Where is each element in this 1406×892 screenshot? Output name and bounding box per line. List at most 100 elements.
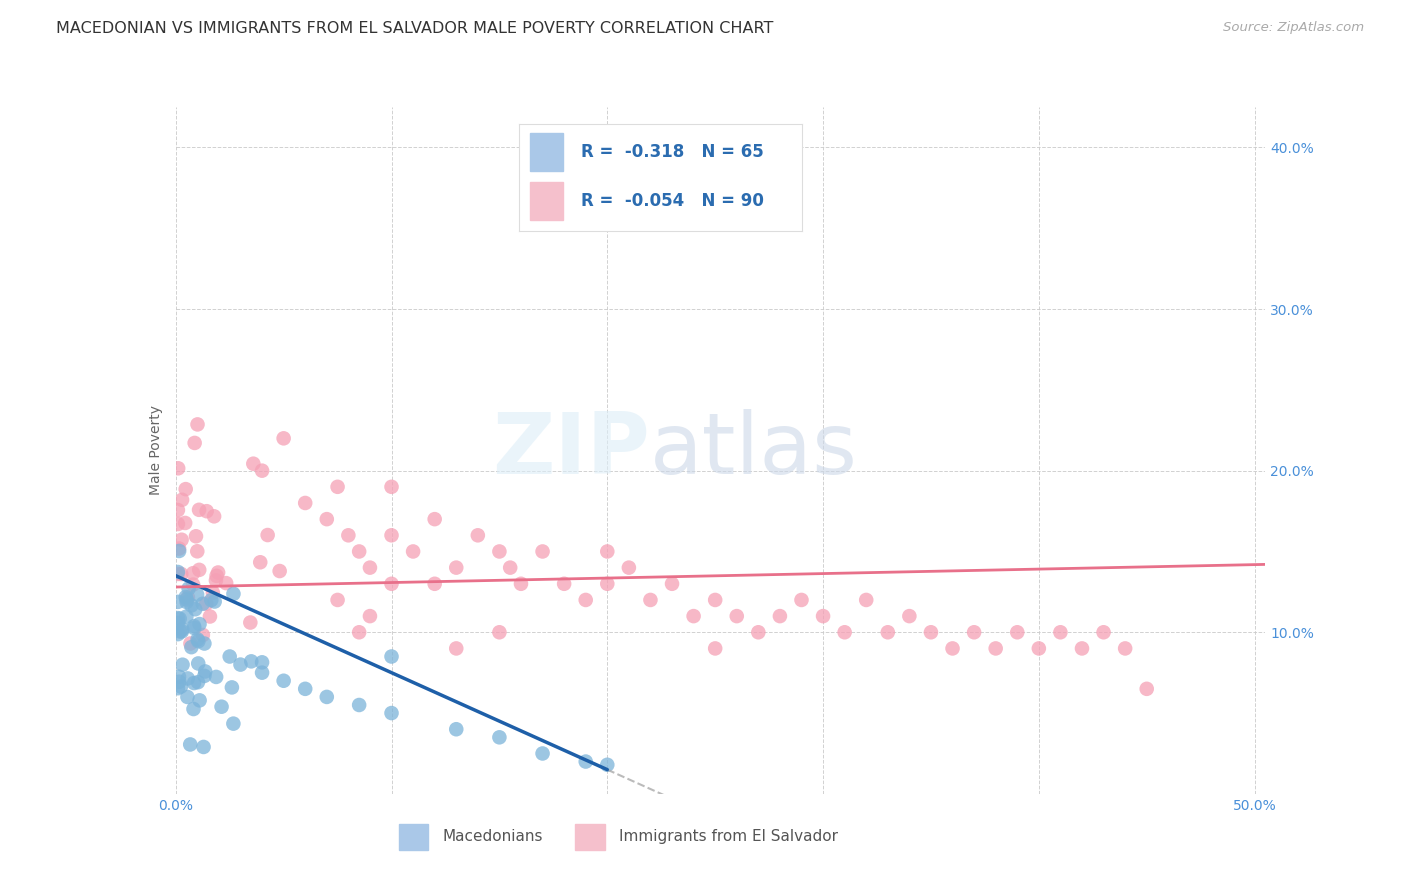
Point xyxy=(380,576,402,591)
Point xyxy=(172,657,194,672)
Point xyxy=(205,574,228,588)
Point xyxy=(205,670,228,684)
Point xyxy=(187,632,209,647)
Point xyxy=(169,612,191,626)
Point xyxy=(177,582,200,596)
Point xyxy=(167,681,190,696)
Point xyxy=(167,516,190,531)
Point xyxy=(682,609,704,624)
Point xyxy=(176,595,198,609)
Point xyxy=(446,723,468,737)
Point xyxy=(187,634,209,648)
Point xyxy=(704,641,727,656)
Point xyxy=(179,636,201,650)
Point xyxy=(941,641,963,656)
Y-axis label: Male Poverty: Male Poverty xyxy=(149,406,163,495)
Point xyxy=(747,625,769,640)
Point xyxy=(221,681,243,695)
Point xyxy=(240,654,263,668)
Point xyxy=(167,670,190,684)
Point xyxy=(1028,641,1050,656)
Point xyxy=(170,533,193,547)
Point xyxy=(640,593,662,607)
Point xyxy=(176,609,198,624)
Point xyxy=(188,617,211,632)
Point xyxy=(256,528,278,542)
Text: Source: ZipAtlas.com: Source: ZipAtlas.com xyxy=(1223,21,1364,34)
Point xyxy=(183,621,205,635)
Point xyxy=(347,698,370,712)
Point xyxy=(186,544,208,558)
Point xyxy=(167,565,190,579)
Point xyxy=(380,528,402,542)
Point xyxy=(167,595,190,609)
Point xyxy=(876,625,898,640)
Point xyxy=(1136,681,1159,696)
Point xyxy=(575,593,598,607)
Point xyxy=(174,482,197,496)
Point xyxy=(834,625,856,640)
Point xyxy=(269,564,291,578)
Point xyxy=(769,609,792,624)
Point xyxy=(596,576,619,591)
Point xyxy=(359,609,381,624)
Point xyxy=(195,597,218,611)
Point xyxy=(222,716,245,731)
Point xyxy=(790,593,813,607)
Point xyxy=(170,492,193,507)
Point xyxy=(661,576,683,591)
Point xyxy=(596,544,619,558)
Point xyxy=(315,690,337,704)
Point xyxy=(510,576,533,591)
Point xyxy=(167,674,190,689)
Point xyxy=(359,560,381,574)
Point xyxy=(337,528,360,542)
Point xyxy=(193,739,215,754)
Point xyxy=(423,512,446,526)
Point xyxy=(467,528,489,542)
Point xyxy=(553,576,575,591)
Point xyxy=(446,641,468,656)
Point xyxy=(186,588,208,602)
Point xyxy=(187,675,209,690)
Point xyxy=(191,597,214,611)
Point xyxy=(1092,625,1115,640)
Point xyxy=(531,747,554,761)
Point xyxy=(205,569,228,583)
Point xyxy=(193,636,215,650)
Point xyxy=(704,593,727,607)
Point xyxy=(174,516,197,530)
Text: MACEDONIAN VS IMMIGRANTS FROM EL SALVADOR MALE POVERTY CORRELATION CHART: MACEDONIAN VS IMMIGRANTS FROM EL SALVADO… xyxy=(56,21,773,36)
Point xyxy=(222,587,245,601)
Point xyxy=(191,628,214,642)
Point xyxy=(380,706,402,720)
Point xyxy=(294,681,316,696)
Point xyxy=(294,496,316,510)
Point xyxy=(1007,625,1029,640)
Point xyxy=(898,609,921,624)
Point xyxy=(184,602,207,616)
Point xyxy=(201,585,224,599)
Point xyxy=(183,676,205,690)
Text: ZIP: ZIP xyxy=(492,409,650,492)
Point xyxy=(179,738,201,752)
Point xyxy=(218,649,240,664)
Point xyxy=(984,641,1007,656)
Point xyxy=(181,566,204,581)
Point xyxy=(423,576,446,591)
Point xyxy=(242,457,264,471)
Point xyxy=(596,757,619,772)
Point xyxy=(167,544,190,558)
Point xyxy=(575,755,598,769)
Point xyxy=(725,609,748,624)
Point xyxy=(250,464,273,478)
Point xyxy=(811,609,834,624)
Point xyxy=(194,665,217,679)
Point xyxy=(920,625,942,640)
Point xyxy=(499,560,522,574)
Point xyxy=(170,680,193,694)
Point xyxy=(204,594,226,608)
Point xyxy=(170,567,193,582)
Point xyxy=(273,673,295,688)
Point xyxy=(200,593,222,607)
